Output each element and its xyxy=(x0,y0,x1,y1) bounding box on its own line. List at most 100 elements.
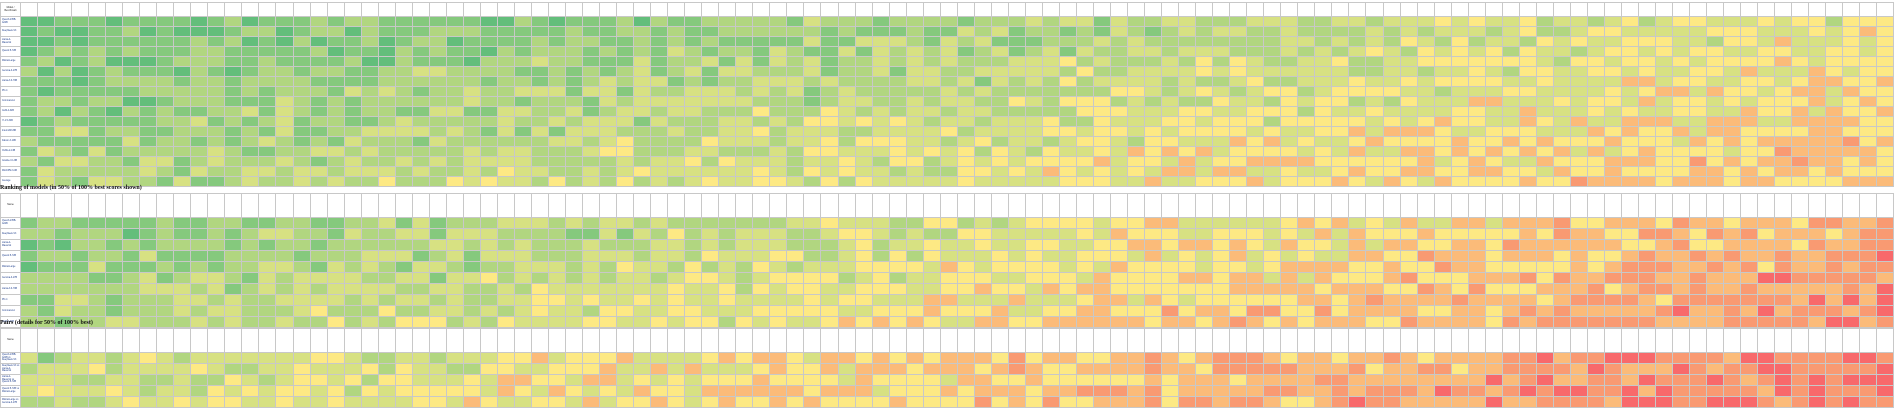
benchmark-column-header[interactable] xyxy=(1672,2,1691,17)
benchmark-column-header[interactable] xyxy=(939,328,958,353)
row-label[interactable]: Qwen3-235B-A22B xyxy=(0,217,21,229)
benchmark-column-header[interactable] xyxy=(1501,328,1520,353)
benchmark-column-header[interactable] xyxy=(1450,193,1469,218)
benchmark-column-header[interactable] xyxy=(888,193,907,218)
benchmark-column-header[interactable] xyxy=(547,193,567,218)
benchmark-column-header[interactable] xyxy=(428,193,447,218)
benchmark-column-header[interactable] xyxy=(769,328,788,353)
benchmark-column-header[interactable] xyxy=(718,193,737,218)
benchmark-column-header[interactable] xyxy=(394,2,413,17)
benchmark-column-header[interactable] xyxy=(633,193,652,218)
benchmark-column-header[interactable] xyxy=(820,193,839,218)
benchmark-column-header[interactable] xyxy=(224,2,243,17)
row-label[interactable]: Command-A xyxy=(0,305,21,317)
benchmark-column-header[interactable] xyxy=(37,328,56,353)
benchmark-column-header[interactable] xyxy=(71,193,90,218)
benchmark-column-header[interactable] xyxy=(752,2,771,17)
benchmark-column-header[interactable] xyxy=(1314,193,1333,218)
benchmark-column-header[interactable] xyxy=(71,328,90,353)
benchmark-column-header[interactable] xyxy=(1348,193,1367,218)
benchmark-column-header[interactable] xyxy=(1331,193,1350,218)
benchmark-column-header[interactable] xyxy=(1416,328,1435,353)
benchmark-column-header[interactable] xyxy=(1365,2,1384,17)
row-label[interactable]: Mistral-Large xyxy=(0,261,21,273)
benchmark-column-header[interactable] xyxy=(1229,328,1248,353)
benchmark-column-header[interactable] xyxy=(1297,2,1316,17)
benchmark-column-header[interactable] xyxy=(1586,2,1605,17)
benchmark-column-header[interactable] xyxy=(428,328,447,353)
benchmark-column-header[interactable] xyxy=(1586,328,1605,353)
benchmark-column-header[interactable] xyxy=(1484,2,1503,17)
row-label[interactable]: InternLM3-8B xyxy=(0,126,21,137)
benchmark-column-header[interactable] xyxy=(1535,328,1554,353)
benchmark-column-header[interactable] xyxy=(1229,2,1248,17)
benchmark-column-header[interactable] xyxy=(1075,328,1094,353)
benchmark-column-header[interactable] xyxy=(258,193,277,218)
benchmark-column-header[interactable] xyxy=(1365,328,1384,353)
benchmark-column-header[interactable] xyxy=(1297,193,1316,218)
benchmark-column-header[interactable] xyxy=(547,328,567,353)
benchmark-column-header[interactable] xyxy=(1825,193,1844,218)
benchmark-column-header[interactable] xyxy=(292,328,311,353)
benchmark-column-header[interactable] xyxy=(105,193,124,218)
benchmark-column-header[interactable] xyxy=(445,328,464,353)
benchmark-column-header[interactable] xyxy=(1433,2,1452,17)
benchmark-column-header[interactable] xyxy=(1467,2,1486,17)
benchmark-column-header[interactable] xyxy=(411,2,430,17)
benchmark-column-header[interactable] xyxy=(582,193,601,218)
benchmark-column-header[interactable] xyxy=(1791,193,1810,218)
benchmark-column-header[interactable] xyxy=(1058,328,1077,353)
benchmark-column-header[interactable] xyxy=(309,328,328,353)
benchmark-column-header[interactable] xyxy=(820,328,839,353)
benchmark-column-header[interactable] xyxy=(1212,193,1231,218)
benchmark-column-header[interactable] xyxy=(1791,328,1810,353)
benchmark-column-header[interactable] xyxy=(939,193,958,218)
benchmark-column-header[interactable] xyxy=(1144,328,1163,353)
benchmark-column-header[interactable] xyxy=(377,328,396,353)
benchmark-column-header[interactable] xyxy=(990,193,1009,218)
benchmark-column-header[interactable] xyxy=(173,193,192,218)
benchmark-column-header[interactable] xyxy=(105,2,124,17)
benchmark-column-header[interactable] xyxy=(1689,2,1708,17)
benchmark-column-header[interactable] xyxy=(19,328,39,353)
benchmark-column-header[interactable] xyxy=(1263,328,1282,353)
benchmark-column-header[interactable] xyxy=(1586,193,1605,218)
benchmark-column-header[interactable] xyxy=(1092,2,1112,17)
row-label[interactable]: DeepSeek-V3 vs Llama-4-Maverick xyxy=(0,363,21,375)
benchmark-column-header[interactable] xyxy=(1195,328,1214,353)
benchmark-column-header[interactable] xyxy=(1654,2,1674,17)
benchmark-column-header[interactable] xyxy=(309,193,328,218)
benchmark-column-header[interactable] xyxy=(1092,328,1112,353)
benchmark-column-header[interactable] xyxy=(241,2,260,17)
benchmark-column-header[interactable] xyxy=(956,193,975,218)
benchmark-column-header[interactable] xyxy=(1382,328,1401,353)
benchmark-column-header[interactable] xyxy=(905,193,924,218)
benchmark-column-header[interactable] xyxy=(1484,193,1503,218)
benchmark-column-header[interactable] xyxy=(990,2,1009,17)
benchmark-column-header[interactable] xyxy=(1212,2,1231,17)
benchmark-column-header[interactable] xyxy=(1433,328,1452,353)
benchmark-column-header[interactable] xyxy=(1348,328,1367,353)
benchmark-column-header[interactable] xyxy=(530,328,549,353)
benchmark-column-header[interactable] xyxy=(1348,2,1367,17)
benchmark-column-header[interactable] xyxy=(156,328,175,353)
benchmark-column-header[interactable] xyxy=(207,328,226,353)
benchmark-column-header[interactable] xyxy=(769,2,788,17)
benchmark-column-header[interactable] xyxy=(1467,193,1486,218)
benchmark-column-header[interactable] xyxy=(1399,328,1418,353)
benchmark-column-header[interactable] xyxy=(650,328,669,353)
benchmark-column-header[interactable] xyxy=(1024,2,1043,17)
benchmark-column-header[interactable] xyxy=(1058,193,1077,218)
row-label[interactable]: Phi-4 xyxy=(0,86,21,97)
benchmark-column-header[interactable] xyxy=(122,193,141,218)
benchmark-column-header[interactable] xyxy=(1535,2,1554,17)
benchmark-column-header[interactable] xyxy=(1569,328,1588,353)
benchmark-column-header[interactable] xyxy=(888,328,907,353)
benchmark-column-header[interactable] xyxy=(88,193,107,218)
benchmark-column-header[interactable] xyxy=(820,2,839,17)
benchmark-column-header[interactable] xyxy=(837,193,856,218)
benchmark-column-header[interactable] xyxy=(377,193,396,218)
benchmark-column-header[interactable] xyxy=(224,328,243,353)
benchmark-column-header[interactable] xyxy=(496,328,515,353)
benchmark-column-header[interactable] xyxy=(394,193,413,218)
